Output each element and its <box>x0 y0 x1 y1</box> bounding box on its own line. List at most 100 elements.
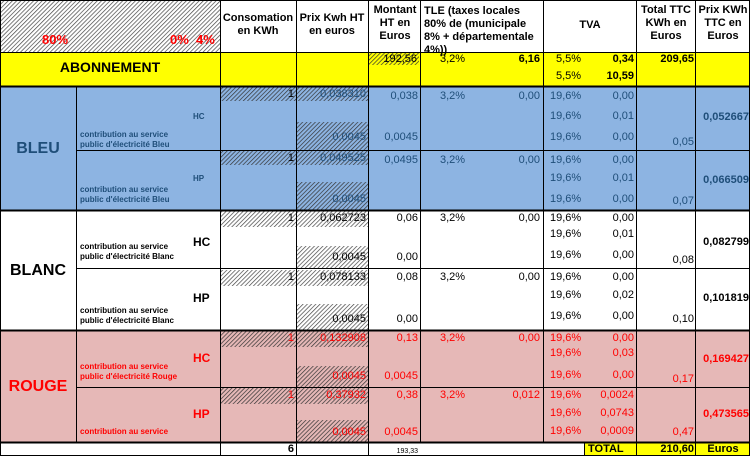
blanc-hp-prix: 0,078133 <box>320 271 366 283</box>
bleu-hc-contrib: contribution au service public d'électri… <box>80 130 170 149</box>
rouge-hp-tva-rate-2: 19,6% <box>550 425 582 437</box>
footer-unit: Euros <box>707 443 739 455</box>
rouge-hc-tva-val-0: 0,00 <box>612 332 634 344</box>
rouge-hc-tva-val-1: 0,03 <box>612 347 634 359</box>
blanc-hc-tva-rate-0: 19,6% <box>550 212 582 224</box>
bleu-hc-prix-ttc: 0,052667 <box>703 111 749 123</box>
blanc-hp-tva-val-2: 0,00 <box>612 310 634 322</box>
rouge-hp-prix: 0,37932 <box>326 389 366 401</box>
bleu-hp-contrib: contribution au service public d'électri… <box>80 185 170 204</box>
rouge-hc-label: HC <box>193 351 211 365</box>
rouge-hc-prix-ttc: 0,169427 <box>703 353 749 365</box>
bleu-hp-prix-hatch <box>296 151 368 165</box>
blanc-hc-prix2-hatch <box>296 246 368 268</box>
rouge-hp-tva-rate-0: 19,6% <box>550 389 582 401</box>
blanc-hp-tva-rate-1: 19,6% <box>550 289 582 301</box>
header-pct-80: 80% <box>42 32 69 47</box>
bleu-hc-tva-rate-0: 19,6% <box>550 90 582 102</box>
blanc-hp-label: HP <box>193 291 210 305</box>
abon-tle-rate: 3,2% <box>440 53 466 65</box>
rouge-hp-tle-rate: 3,2% <box>440 389 466 401</box>
bleu-hp-conso: 1 <box>287 152 294 164</box>
bleu-label: BLEU <box>16 140 60 157</box>
rouge-hp-contrib: contribution au service <box>80 427 169 436</box>
bleu-hp-conso-hatch <box>220 151 296 165</box>
blanc-hc-tva-rate-1: 19,6% <box>550 228 582 240</box>
blanc-hp-prix-hatch <box>296 270 368 286</box>
header-tle: TLE (taxes locales 80% de (municipale 8%… <box>424 5 534 56</box>
blanc-hc-label: HC <box>193 235 211 249</box>
blanc-hc-prix-hatch <box>296 211 368 227</box>
footer-total-bg <box>584 443 750 456</box>
rouge-hc-tva-rate-0: 19,6% <box>550 332 582 344</box>
blanc-hp-prix2: 0,0045 <box>332 313 366 325</box>
blanc-hc-prix2: 0,0045 <box>332 251 366 263</box>
rouge-hc-tva-val-2: 0,00 <box>612 369 634 381</box>
rouge-hp-tva-rate-1: 19,6% <box>550 407 582 419</box>
rouge-hp-label: HP <box>193 407 210 421</box>
rouge-hp-prix-hatch <box>296 388 368 404</box>
header-total-ttc: Total TTC KWh en Euros <box>641 4 691 42</box>
footer-conso-total: 6 <box>287 443 294 455</box>
rouge-hp-montant2: 0,0045 <box>384 426 418 438</box>
blanc-hc-tva-val-2: 0,00 <box>612 249 634 261</box>
blanc-hc-tle-rate: 3,2% <box>440 212 466 224</box>
rouge-hp-montant: 0,38 <box>396 389 418 401</box>
bleu-hp-prix2: 0,0045 <box>332 193 366 205</box>
bleu-hp-prix2-hatch <box>296 182 368 210</box>
blanc-hc-montant2: 0,00 <box>396 251 418 263</box>
bleu-hc-tva-val-1: 0,01 <box>612 110 634 122</box>
bleu-hp-tle-rate: 3,2% <box>440 154 466 166</box>
rouge-hp-conso-hatch <box>220 388 296 404</box>
blanc-hp-conso: 1 <box>287 271 294 283</box>
blanc-hp-tva-val-1: 0,02 <box>612 289 634 301</box>
blanc-hc-prix: 0,062723 <box>320 212 366 224</box>
bleu-hc-prix2-hatch <box>296 122 368 150</box>
abonnement-label: ABONNEMENT <box>59 59 161 75</box>
blanc-hc-prix-ttc: 0,082799 <box>703 236 749 248</box>
rouge-hp-conso: 1 <box>287 389 294 401</box>
rouge-label: ROUGE <box>8 378 68 395</box>
header-consommation: Consomation en KWh <box>222 12 294 37</box>
header-pct-0: 0% <box>170 32 189 47</box>
bleu-hp-tva-val-2: 0,00 <box>612 193 634 205</box>
header-hatch-cell <box>0 0 220 52</box>
header-prix-ht: Prix Kwh HT en euros <box>299 12 365 37</box>
rouge-hp-tle-val: 0,012 <box>512 389 540 401</box>
rouge-hc-tle-rate: 3,2% <box>440 332 466 344</box>
bleu-hp-tva-rate-0: 19,6% <box>550 154 582 166</box>
bleu-section-bg <box>0 86 750 210</box>
bleu-hp-tva-rate-1: 19,6% <box>550 172 582 184</box>
blanc-hp-montant: 0,08 <box>396 271 418 283</box>
footer-montant-total: 193,33 <box>396 448 418 455</box>
abon-tva1-rate: 5,5% <box>556 53 582 65</box>
bleu-hc-montant: 0,038 <box>390 90 418 102</box>
bleu-hc-prix-hatch <box>296 87 368 101</box>
rouge-hc-prix2-hatch <box>296 366 368 388</box>
footer-total-label: TOTAL <box>588 443 624 455</box>
bleu-hc-conso-hatch <box>220 87 296 101</box>
rouge-hc-montant: 0,13 <box>396 332 418 344</box>
rouge-hp-prix2: 0,0045 <box>332 426 366 438</box>
rouge-hc-tle-val: 0,00 <box>518 332 540 344</box>
header-prix-ttc: Prix KWh TTC en Euros <box>698 4 748 42</box>
bleu-hc-total: 0,05 <box>672 136 694 148</box>
rouge-hp-tva-val-2: 0,0009 <box>600 425 634 437</box>
rouge-hp-prix2-hatch <box>296 420 368 442</box>
bleu-hp-montant: 0,0495 <box>384 154 418 166</box>
header-pct-4: 4% <box>196 32 215 47</box>
rouge-hc-prix: 0,132908 <box>320 332 366 344</box>
bleu-hc-tle-rate: 3,2% <box>440 90 466 102</box>
abon-tva1-val: 0,34 <box>612 53 634 65</box>
abon-tle-val: 6,16 <box>518 53 540 65</box>
abon-montant: 192,56 <box>383 53 417 65</box>
bleu-hp-tva-val-1: 0,01 <box>612 172 634 184</box>
footer-total-value: 210,60 <box>660 443 694 455</box>
blanc-label: BLANC <box>10 262 66 279</box>
bleu-hp-prix-ttc: 0,066509 <box>703 174 749 186</box>
blanc-hp-contrib: contribution au service public d'électri… <box>80 306 174 325</box>
rouge-hc-conso-hatch <box>220 331 296 347</box>
bleu-hc-tva-val-2: 0,00 <box>612 131 634 143</box>
